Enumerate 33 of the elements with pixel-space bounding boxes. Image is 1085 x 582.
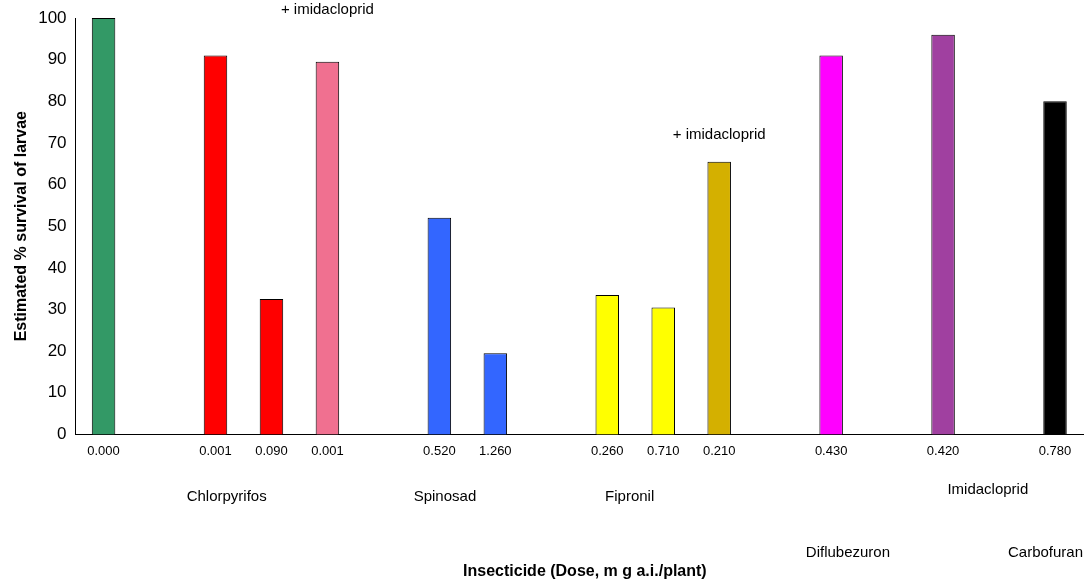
y-tick-label: 0 xyxy=(57,424,67,444)
text: Fipronil xyxy=(605,487,655,505)
text: Spinosad xyxy=(413,487,477,505)
text: Insecticide (Dose, m g a.i./plant) xyxy=(463,562,707,580)
text: Carbofuran xyxy=(1007,543,1083,561)
x-tick-label: 0.710 xyxy=(646,442,680,458)
y-tick-label: 60 xyxy=(47,174,67,194)
y-tick-label: 100 xyxy=(38,7,67,27)
y-tick-label: 40 xyxy=(47,257,67,277)
x-tick-label: 0.090 xyxy=(255,442,288,458)
x-tick-label: 0.420 xyxy=(926,442,960,458)
y-tick-label: 30 xyxy=(47,299,67,319)
y-axis-title: Estimated % survival of larvae xyxy=(12,110,30,342)
x-tick-label: 0.520 xyxy=(423,442,456,458)
x-tick-label: 0.210 xyxy=(702,442,736,458)
x-tick-label: 0.001 xyxy=(311,442,344,458)
text: Imidacloprid xyxy=(947,480,1029,498)
x-tick-label: 1.260 xyxy=(479,442,512,458)
y-tick-label: 20 xyxy=(47,340,67,360)
y-tick-label: 70 xyxy=(47,132,67,152)
text: Chlorpyrifos xyxy=(186,487,267,505)
x-tick-label: 0.000 xyxy=(87,442,120,458)
text: + imidacloprid xyxy=(280,0,374,17)
y-tick-label: 80 xyxy=(47,90,67,110)
text: Diflubezuron xyxy=(805,543,891,561)
x-tick-label: 0.260 xyxy=(590,442,624,458)
y-tick-label: 90 xyxy=(47,49,67,69)
annotation: + imidacloprid xyxy=(672,124,766,142)
y-tick-label: 10 xyxy=(47,382,67,402)
x-tick-label: 0.430 xyxy=(814,442,848,458)
x-tick-label: 0.001 xyxy=(199,442,232,458)
x-tick-label: 0.780 xyxy=(1038,442,1072,458)
y-tick-label: 50 xyxy=(47,215,67,235)
